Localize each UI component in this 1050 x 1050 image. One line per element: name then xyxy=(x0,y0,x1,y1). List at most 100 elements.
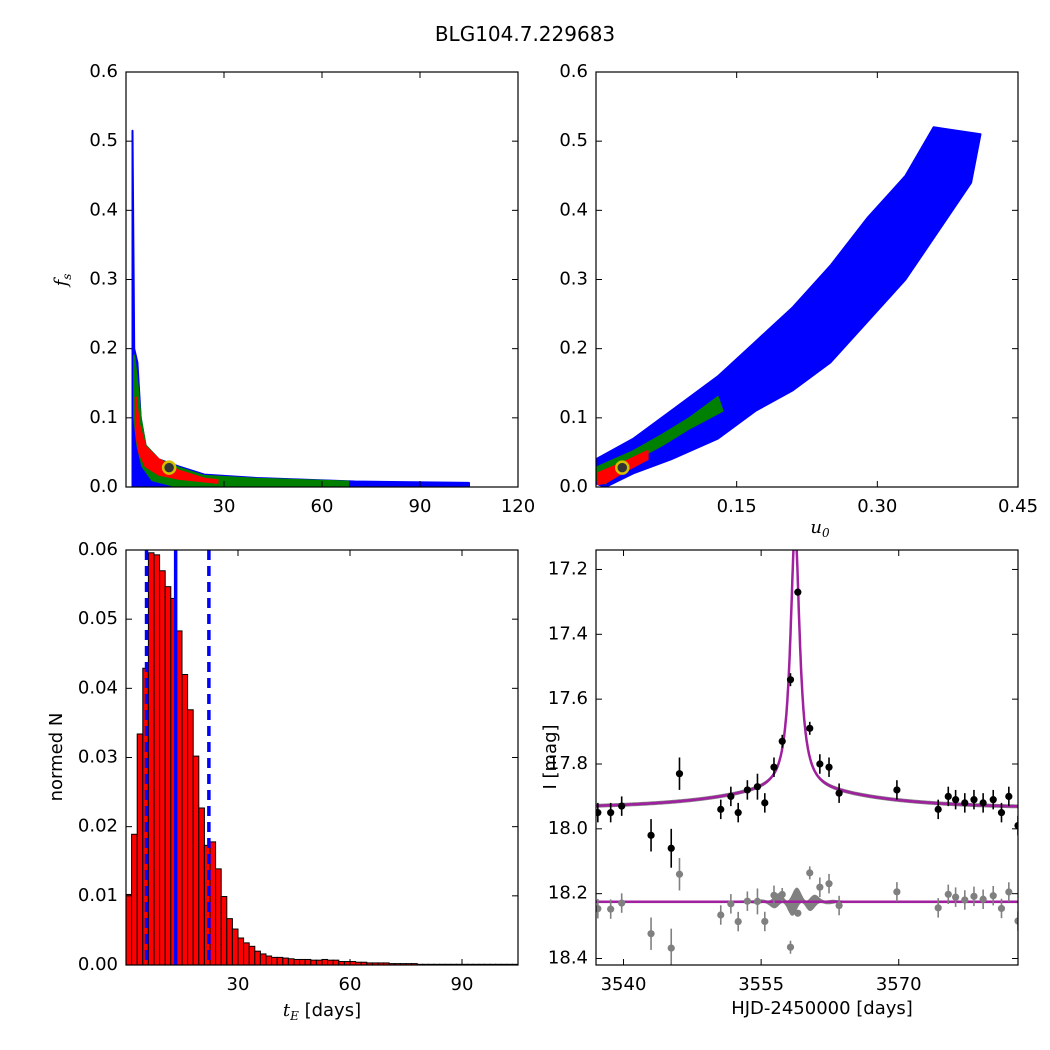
histogram-bar xyxy=(282,957,289,965)
residual-point xyxy=(1014,917,1018,925)
histogram-bar xyxy=(164,586,172,965)
x-tick-label: 60 xyxy=(339,974,362,995)
residual-point xyxy=(667,944,675,952)
data-point xyxy=(647,831,655,839)
histogram-bar xyxy=(192,755,200,965)
histogram-bar xyxy=(276,956,284,965)
histogram-bar xyxy=(159,570,166,965)
data-point xyxy=(734,809,742,817)
region-1sigma xyxy=(134,396,219,484)
best-fit-marker xyxy=(161,460,177,475)
histogram-bar xyxy=(237,937,245,965)
y-tick-label: 0.03 xyxy=(78,747,118,768)
region-3sigma xyxy=(131,129,470,487)
histogram-bar xyxy=(315,959,323,965)
data-point xyxy=(1005,792,1013,801)
residual-point xyxy=(647,930,655,938)
x-tick-label: 120 xyxy=(501,496,535,517)
x-tick-label: 0.45 xyxy=(998,496,1038,517)
residual-point xyxy=(607,905,615,913)
data-point xyxy=(743,786,751,794)
data-point xyxy=(944,792,952,801)
residual-point xyxy=(778,890,786,899)
y-tick-label: 0.3 xyxy=(89,269,118,290)
residual-point xyxy=(794,909,802,917)
x-axis-label: u0 xyxy=(810,517,830,540)
residual-point xyxy=(970,892,978,900)
y-tick-label: 17.8 xyxy=(548,753,588,774)
data-point xyxy=(989,796,997,804)
residual-point xyxy=(753,897,762,906)
residual-point xyxy=(979,895,987,903)
data-point xyxy=(675,770,684,778)
x-axis-label: tE [days] xyxy=(283,1000,361,1023)
residual-point xyxy=(816,883,824,891)
residual-point xyxy=(596,905,602,913)
histogram-bar xyxy=(332,959,340,965)
data-point xyxy=(934,805,942,813)
histogram-bar xyxy=(126,893,133,965)
y-tick-label: 17.6 xyxy=(548,688,588,709)
y-tick-label: 0.5 xyxy=(89,130,118,151)
data-point xyxy=(970,796,978,804)
data-point xyxy=(667,844,675,852)
y-tick-label: 0.1 xyxy=(559,407,588,428)
residual-point xyxy=(743,897,751,905)
data-point xyxy=(794,588,802,596)
plot-frame xyxy=(125,71,519,488)
histogram-bar xyxy=(198,807,205,965)
y-tick-label: 0.5 xyxy=(559,130,588,151)
x-axis-label: HJD-2450000 [days] xyxy=(731,998,913,1019)
residual-point xyxy=(893,888,901,896)
residual-point xyxy=(961,896,969,904)
residual-point xyxy=(1005,888,1013,896)
data-point xyxy=(753,783,762,791)
histogram-bar xyxy=(131,833,138,965)
model-uncertainty-band xyxy=(596,550,1018,809)
data-point xyxy=(961,799,969,807)
y-tick-label: 0.00 xyxy=(78,954,118,975)
y-tick-label: 0.0 xyxy=(89,476,118,497)
x-tick-label: 3555 xyxy=(738,974,784,995)
y-tick-label: 17.4 xyxy=(548,623,588,644)
y-tick-label: 17.2 xyxy=(548,558,588,579)
x-tick-label: 90 xyxy=(451,974,474,995)
histogram-bar xyxy=(293,958,301,965)
histogram-bar xyxy=(231,928,239,965)
y-tick-label: 18.0 xyxy=(548,818,588,839)
residual-point xyxy=(934,904,942,912)
data-point xyxy=(770,763,778,771)
panel-fs-vs-te: 30 60 90 120 0.0 0.1 0.2 0.3 0.4 0.5 0.6 fs xyxy=(51,61,535,517)
density-regions xyxy=(131,129,470,487)
histogram-bar xyxy=(254,950,261,965)
residual-point xyxy=(835,901,843,910)
histogram-bar xyxy=(287,958,295,965)
data-point xyxy=(727,792,735,801)
y-tick-label: 0.1 xyxy=(89,407,118,428)
histogram-bars xyxy=(126,550,518,965)
data-point xyxy=(816,760,824,768)
residual-point xyxy=(727,900,735,908)
residual-point xyxy=(997,904,1006,913)
y-tick-label: 0.2 xyxy=(89,338,118,359)
data-point xyxy=(952,796,960,804)
y-tick-label: 18.4 xyxy=(548,948,588,969)
panel-lightcurve: 3540 3555 3570 17.2 17.4 17.6 17.8 18.0 18.2 18.4… xyxy=(540,549,1019,1019)
y-tick-label: 0.06 xyxy=(78,539,118,560)
y-tick-label: 0.4 xyxy=(559,199,588,220)
panel-te-histogram: 30 60 90 0.00 0.01 0.02 0.03 0.04 0.05 0.06 normed… xyxy=(46,539,519,1023)
data-point xyxy=(835,789,843,797)
histogram-bar xyxy=(209,841,217,965)
x-tick-label: 60 xyxy=(311,496,334,517)
x-tick-label: 90 xyxy=(409,496,432,517)
histogram-bar xyxy=(147,552,155,965)
histogram-bar xyxy=(327,959,334,965)
histogram-bar xyxy=(304,958,312,965)
y-tick-label: 0.05 xyxy=(78,608,118,629)
figure-title: BLG104.7.229683 xyxy=(434,22,616,46)
data-point xyxy=(717,805,725,813)
residual-point xyxy=(825,880,833,888)
histogram-bar xyxy=(136,733,144,965)
histogram-bar xyxy=(226,918,233,965)
residual-point xyxy=(989,892,997,900)
